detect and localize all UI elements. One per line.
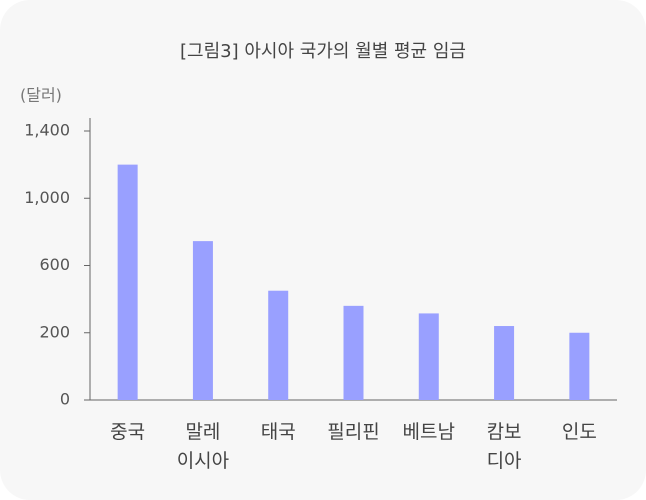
x-tick-label: 베트남 [402,421,455,443]
y-tick-label: 600 [39,255,70,274]
bar [117,164,138,400]
chart-title: [그림3] 아시아 국가의 월별 평균 임금 [180,41,466,62]
y-axis-unit: (달러) [20,86,62,105]
x-tick-label: 인도 [561,421,597,443]
bar [343,305,364,400]
y-tick-label: 200 [39,322,70,341]
bar [494,326,515,400]
y-tick-label: 1,000 [24,188,70,207]
y-tick-label: 1,400 [24,121,70,140]
x-tick-label: 캄보 디아 [486,421,522,472]
x-tick-label: 중국 [110,421,146,443]
x-tick-label: 필리핀 [327,421,380,443]
bar [569,332,590,400]
x-tick-label: 말레 이시아 [176,421,230,472]
bar [418,313,439,400]
y-tick-label: 0 [60,390,70,409]
x-tick-label: 태국 [260,421,296,443]
bar [268,290,289,400]
bar [192,241,213,400]
